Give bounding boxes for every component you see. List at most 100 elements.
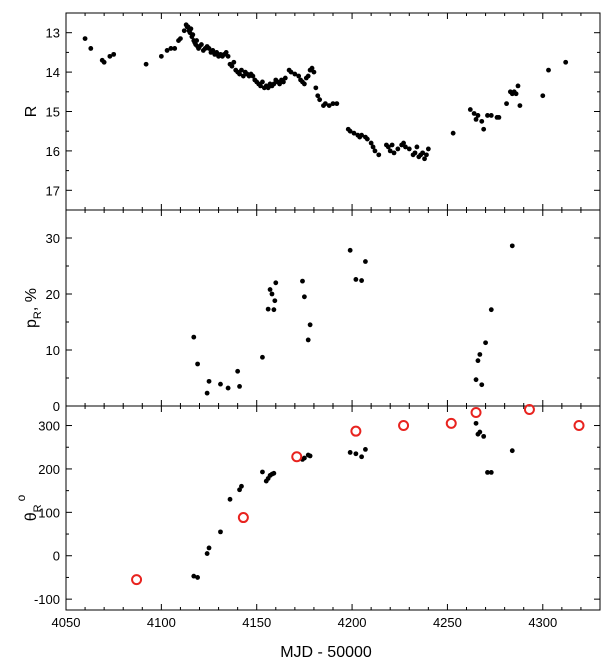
data-point-theta	[485, 470, 490, 475]
y-axis-label-p: pR, %	[23, 288, 44, 328]
data-point-R	[210, 48, 216, 53]
data-point-p	[477, 352, 483, 357]
panel-frame-theta	[65, 405, 601, 611]
data-point-R	[479, 118, 485, 124]
data-point-R	[395, 146, 401, 152]
data-point-R	[282, 75, 288, 81]
data-point-open-theta	[445, 417, 457, 429]
data-point-open-theta	[131, 574, 143, 586]
data-point-R	[225, 53, 231, 59]
data-point-R	[258, 83, 263, 89]
data-point-theta	[206, 545, 212, 551]
data-point-theta	[353, 451, 359, 457]
data-point-R	[190, 32, 196, 38]
data-point-p	[475, 358, 481, 364]
data-point-theta	[204, 551, 210, 556]
x-tick-label: 4300	[528, 615, 557, 630]
data-point-R	[467, 107, 473, 112]
x-tick-label: 4150	[242, 615, 271, 630]
data-point-p	[483, 340, 488, 346]
data-point-R	[370, 144, 376, 150]
data-point-R	[488, 113, 494, 118]
data-point-p	[359, 278, 365, 283]
data-point-theta	[359, 454, 365, 460]
data-point-R	[313, 85, 319, 91]
data-point-R	[422, 156, 427, 162]
y-axis-label-R: R	[23, 106, 40, 118]
data-point-p	[265, 306, 271, 312]
data-point-R	[364, 136, 370, 142]
data-point-R	[305, 73, 311, 79]
data-point-R	[372, 148, 378, 154]
data-point-R	[351, 130, 357, 136]
panel-frame-p	[65, 209, 601, 407]
data-point-R	[475, 113, 481, 118]
data-point-R	[111, 51, 117, 57]
data-point-R	[178, 36, 183, 42]
data-point-open-theta	[573, 420, 585, 432]
data-point-R	[223, 50, 229, 55]
x-tick-label: 4200	[338, 615, 367, 630]
data-point-R	[237, 71, 242, 77]
data-point-R	[317, 97, 323, 103]
data-point-R	[334, 101, 340, 107]
data-point-R	[471, 111, 477, 116]
data-point-R	[563, 59, 569, 65]
data-point-R	[239, 67, 244, 73]
data-point-R	[368, 140, 374, 146]
data-point-theta	[227, 496, 233, 502]
data-point-R	[347, 128, 353, 134]
axis-ticks	[65, 12, 601, 610]
data-point-theta	[363, 447, 368, 452]
y-tick-label: 17	[46, 183, 60, 198]
data-point-p	[269, 291, 275, 297]
data-point-theta	[477, 429, 483, 435]
y-tick-label: 30	[46, 231, 60, 246]
data-point-p	[271, 307, 277, 313]
data-point-R	[330, 101, 336, 107]
data-point-p	[353, 277, 359, 282]
data-point-R	[496, 115, 502, 120]
data-point-theta	[195, 575, 200, 580]
data-point-p	[488, 307, 494, 313]
y-axis-label-theta: θRo	[14, 494, 44, 521]
data-point-p	[206, 378, 212, 384]
data-point-R	[412, 150, 418, 156]
data-point-R	[311, 69, 317, 75]
data-point-R	[288, 69, 294, 75]
data-point-p	[218, 381, 223, 387]
data-point-R	[389, 142, 395, 148]
data-point-R	[158, 53, 164, 59]
y-tick-label: 14	[46, 65, 60, 80]
data-point-R	[309, 65, 315, 71]
data-point-R	[101, 59, 107, 65]
data-point-R	[315, 93, 321, 99]
data-point-p	[273, 280, 279, 286]
data-point-R	[473, 116, 479, 122]
data-point-p	[237, 384, 242, 389]
data-point-open-theta	[398, 420, 410, 432]
data-point-p	[307, 322, 313, 328]
data-point-R	[296, 73, 302, 79]
data-point-R	[387, 148, 393, 154]
data-point-R	[546, 67, 551, 73]
data-point-R	[359, 132, 365, 138]
data-point-theta	[488, 470, 494, 475]
data-point-R	[107, 53, 113, 59]
data-point-theta	[481, 433, 487, 439]
x-tick-label: 4100	[147, 615, 176, 630]
y-tick-label: 10	[46, 343, 60, 358]
data-point-open-theta	[291, 451, 303, 463]
data-point-R	[292, 71, 298, 77]
data-point-R	[277, 81, 282, 87]
data-point-p	[363, 259, 368, 264]
data-point-theta	[260, 469, 265, 475]
data-point-p	[509, 243, 515, 249]
y-tick-label: 300	[38, 419, 60, 434]
data-point-p	[267, 287, 273, 292]
data-point-R	[450, 130, 456, 136]
data-point-R	[88, 46, 94, 51]
data-point-R	[515, 83, 521, 89]
data-point-R	[385, 144, 391, 150]
